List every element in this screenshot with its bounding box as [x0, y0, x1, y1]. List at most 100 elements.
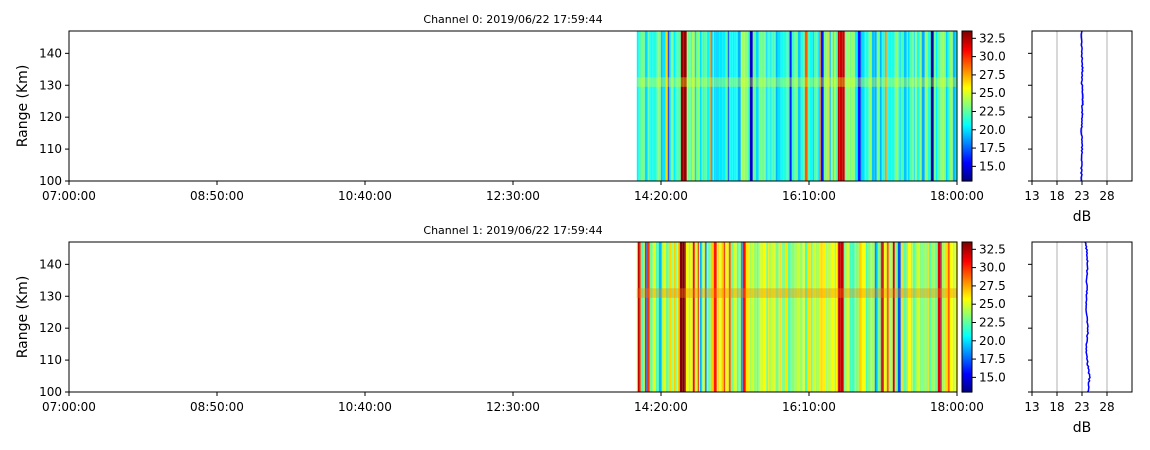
heatmap-column — [855, 242, 859, 392]
heatmap-column — [768, 242, 772, 392]
heatmap-column — [680, 31, 684, 181]
colorbar-segment — [962, 101, 972, 104]
heatmap-column — [740, 242, 743, 392]
colorbar-segment — [962, 382, 972, 385]
heatmap-column — [900, 242, 903, 392]
heatmap-column — [687, 31, 690, 181]
heatmap-column — [709, 31, 711, 181]
heatmap-column — [675, 31, 677, 181]
colorbar-segment — [962, 308, 972, 311]
x-tick-label: 18:00:00 — [930, 400, 984, 414]
colorbar-segment — [962, 334, 972, 337]
heatmap-column — [663, 242, 666, 392]
heatmap-column — [766, 31, 769, 181]
colorbar-segment — [962, 274, 972, 277]
colorbar-segment — [962, 276, 972, 279]
colorbar-segment — [962, 153, 972, 156]
colorbar-segment — [962, 129, 972, 132]
heatmap-column — [835, 242, 838, 392]
range-band — [636, 288, 957, 298]
heatmap-column — [790, 242, 792, 392]
colorbar-segment — [962, 300, 972, 303]
profile-x-tick-label: 18 — [1049, 189, 1064, 203]
heatmap-column — [715, 31, 717, 181]
heatmap-column — [937, 31, 941, 181]
heatmap-column — [810, 242, 813, 392]
y-axis-label: Range (Km) — [15, 65, 31, 148]
colorbar-frame — [961, 241, 973, 393]
heatmap-column — [672, 31, 674, 181]
heatmap-column — [771, 242, 775, 392]
colorbar-segment — [962, 103, 972, 106]
colorbar-segment — [962, 304, 972, 307]
heatmap-column — [874, 31, 877, 181]
heatmap-column — [828, 31, 830, 181]
heatmap-column — [742, 242, 746, 392]
y-tick-label: 120 — [39, 110, 62, 124]
heatmap-column — [897, 31, 899, 181]
heatmap-column — [868, 31, 872, 181]
heatmap-column — [871, 31, 875, 181]
heatmap-column — [839, 31, 843, 181]
heatmap-column — [909, 31, 913, 181]
profile-panel: 13 18 23 28 dB — [1024, 30, 1133, 225]
heatmap-column — [702, 31, 704, 181]
colorbar-segment — [962, 354, 972, 357]
heatmap-column — [949, 31, 953, 181]
heatmap-column — [794, 31, 798, 181]
heatmap-column — [832, 31, 834, 181]
colorbar-segment — [962, 43, 972, 46]
x-tick-label: 14:20:00 — [634, 189, 688, 203]
chart-title: Channel 1: 2019/06/22 17:59:44 — [423, 224, 602, 237]
colorbar-segment — [962, 83, 972, 86]
heatmap-column — [799, 242, 803, 392]
y-tick-label: 130 — [39, 78, 62, 92]
heatmap-column — [807, 242, 811, 392]
colorbar-segment — [962, 280, 972, 283]
colorbar-segment — [962, 376, 972, 379]
heatmap-column — [794, 242, 798, 392]
heatmap-column — [947, 31, 950, 181]
colorbar-segment — [962, 384, 972, 387]
heatmap-column — [891, 31, 895, 181]
heatmap-column — [783, 31, 787, 181]
colorbar-tick-label: 15.0 — [979, 159, 1006, 173]
colorbar-segment — [962, 41, 972, 44]
heatmap-column — [707, 242, 709, 392]
colorbar-tick-label: 22.5 — [979, 315, 1006, 329]
heatmap-column — [689, 31, 691, 181]
heatmap-column — [730, 242, 734, 392]
heatmap-column — [900, 31, 904, 181]
channel-0-panel: Channel 0: 2019/06/22 17:59:44 100 110 120 1… — [15, 13, 1133, 225]
heatmap-column — [825, 242, 827, 392]
heatmap-column — [766, 242, 768, 392]
colorbar-segment — [962, 242, 972, 245]
colorbar-segment — [962, 346, 972, 349]
heatmap-column — [734, 31, 737, 181]
heatmap-column — [676, 242, 678, 392]
colorbar-segment — [962, 344, 972, 347]
heatmap-column — [657, 242, 659, 392]
colorbar-segment — [962, 75, 972, 78]
colorbar-segment — [962, 109, 972, 112]
heatmap-column — [849, 242, 852, 392]
heatmap-column — [907, 242, 911, 392]
colorbar-tick-label: 27.5 — [979, 279, 1006, 293]
heatmap-column — [710, 242, 714, 392]
heatmap-column — [769, 31, 771, 181]
x-tick-label: 07:00:00 — [42, 400, 96, 414]
heatmap-column — [738, 242, 741, 392]
colorbar-segment — [962, 161, 972, 164]
heatmap-column — [774, 31, 776, 181]
colorbar-segment — [962, 252, 972, 255]
heatmap-column — [781, 242, 783, 392]
colorbar-segment — [962, 358, 972, 361]
profile-x-tick-label: 13 — [1024, 189, 1039, 203]
heatmap-column — [834, 242, 836, 392]
colorbar-segment — [962, 310, 972, 313]
heatmap-column — [847, 242, 849, 392]
colorbar-segment — [962, 262, 972, 265]
heatmap-column — [652, 31, 654, 181]
heatmap-column — [921, 31, 925, 181]
heatmap-column — [683, 31, 687, 181]
